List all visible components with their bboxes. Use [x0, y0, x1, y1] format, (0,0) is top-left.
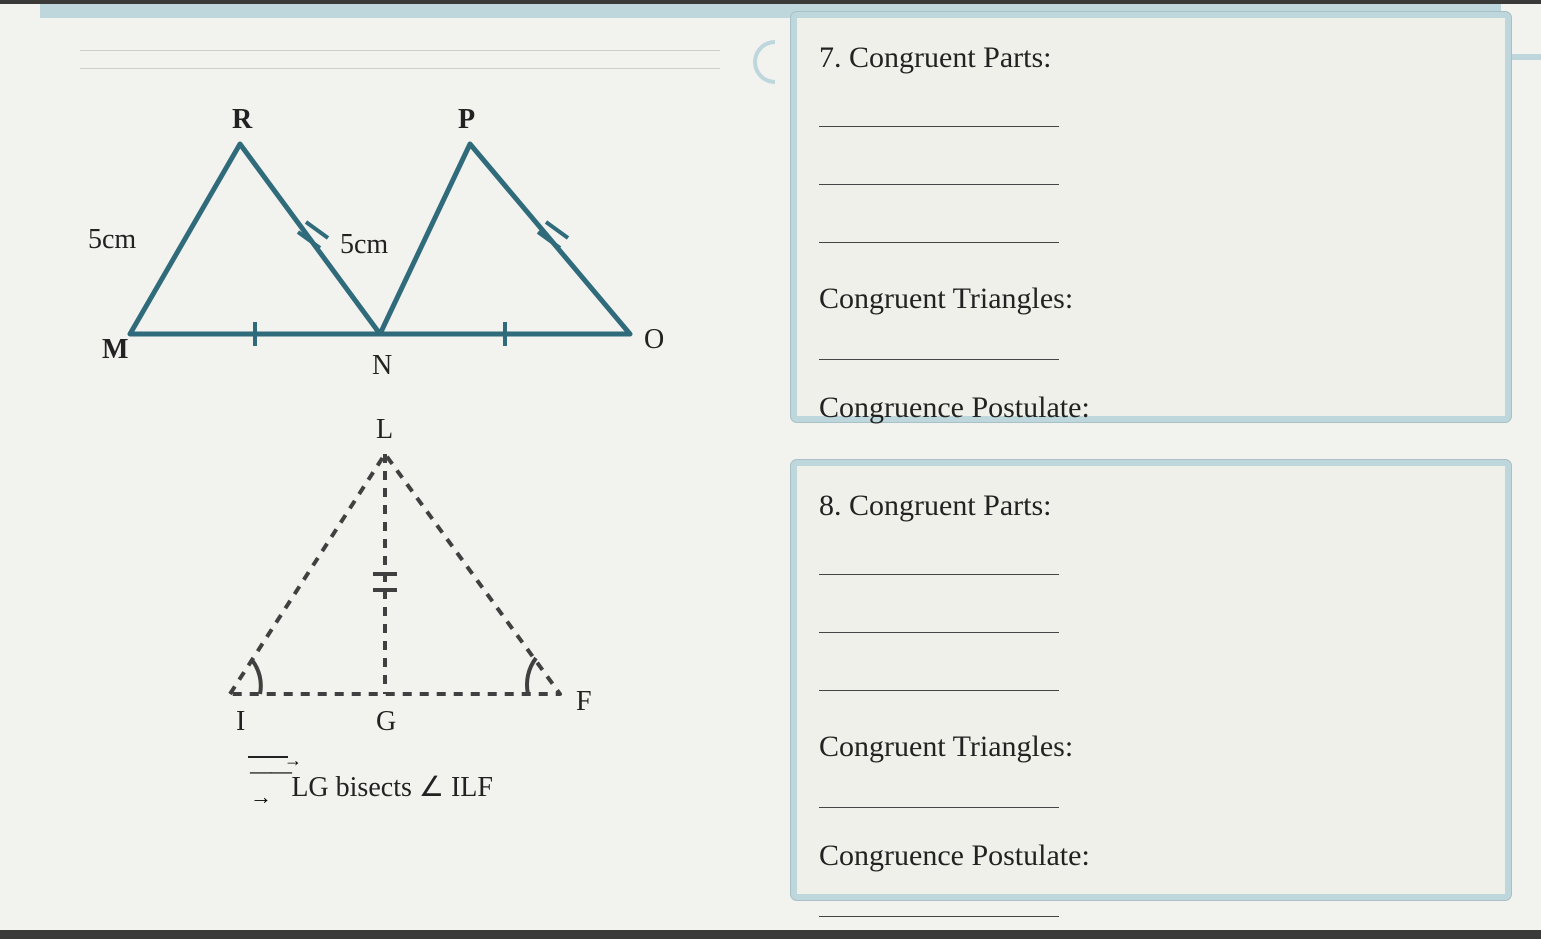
- label-5cm-left: 5cm: [88, 224, 136, 256]
- caption-rest: bisects ∠ ILF: [329, 772, 493, 803]
- diagram-8-bisector: [160, 414, 620, 754]
- blank-line[interactable]: [819, 778, 1059, 808]
- vertex-M: M: [102, 334, 128, 366]
- blank-line[interactable]: [819, 213, 1059, 243]
- worksheet-page: 5cm 5cm R P M N O L I G F: [0, 4, 1541, 930]
- rule-line: [80, 50, 720, 51]
- panel8-number: 8.: [819, 489, 842, 522]
- vertex-I: I: [236, 706, 245, 738]
- vertex-N: N: [372, 350, 392, 382]
- vertex-P: P: [458, 104, 475, 136]
- vertex-O: O: [644, 324, 664, 356]
- blank-line[interactable]: [819, 603, 1059, 633]
- diagram-8-caption: ——→ → LG LG bisects ∠ ILF: [250, 770, 493, 804]
- blank-line[interactable]: [819, 97, 1059, 127]
- diagram-region: 5cm 5cm R P M N O L I G F: [40, 34, 760, 894]
- blank-line[interactable]: [819, 661, 1059, 691]
- diagram-7-triangles: [60, 84, 720, 384]
- label-5cm-right: 5cm: [340, 229, 388, 261]
- blank-line[interactable]: [819, 887, 1059, 917]
- worksheet-box-7: 7. Congruent Parts: Congruent Triangles:…: [791, 12, 1511, 422]
- vertex-G: G: [376, 706, 396, 738]
- blank-line[interactable]: [819, 545, 1059, 575]
- vertex-R: R: [232, 104, 252, 136]
- panel7-title: Congruent Parts:: [849, 41, 1052, 74]
- panel7-title-line: 7. Congruent Parts:: [819, 32, 1483, 83]
- panel7-congruent-triangles-label: Congruent Triangles:: [819, 273, 1483, 324]
- worksheet-box-8: 8. Congruent Parts: Congruent Triangles:…: [791, 460, 1511, 900]
- panel7-congruence-postulate-label: Congruence Postulate:: [819, 382, 1483, 433]
- rule-line: [80, 68, 720, 69]
- caption-LG-text: LG: [291, 772, 328, 803]
- blank-line[interactable]: [819, 330, 1059, 360]
- panel8-title-line: 8. Congruent Parts:: [819, 480, 1483, 531]
- panel7-number: 7.: [819, 41, 842, 74]
- vertex-L: L: [376, 414, 393, 446]
- blank-line[interactable]: [819, 155, 1059, 185]
- panel8-congruent-triangles-label: Congruent Triangles:: [819, 721, 1483, 772]
- vertex-F: F: [576, 686, 592, 718]
- panel8-title: Congruent Parts:: [849, 489, 1052, 522]
- panel8-congruence-postulate-label: Congruence Postulate:: [819, 830, 1483, 881]
- tab-notch-icon: [753, 40, 797, 84]
